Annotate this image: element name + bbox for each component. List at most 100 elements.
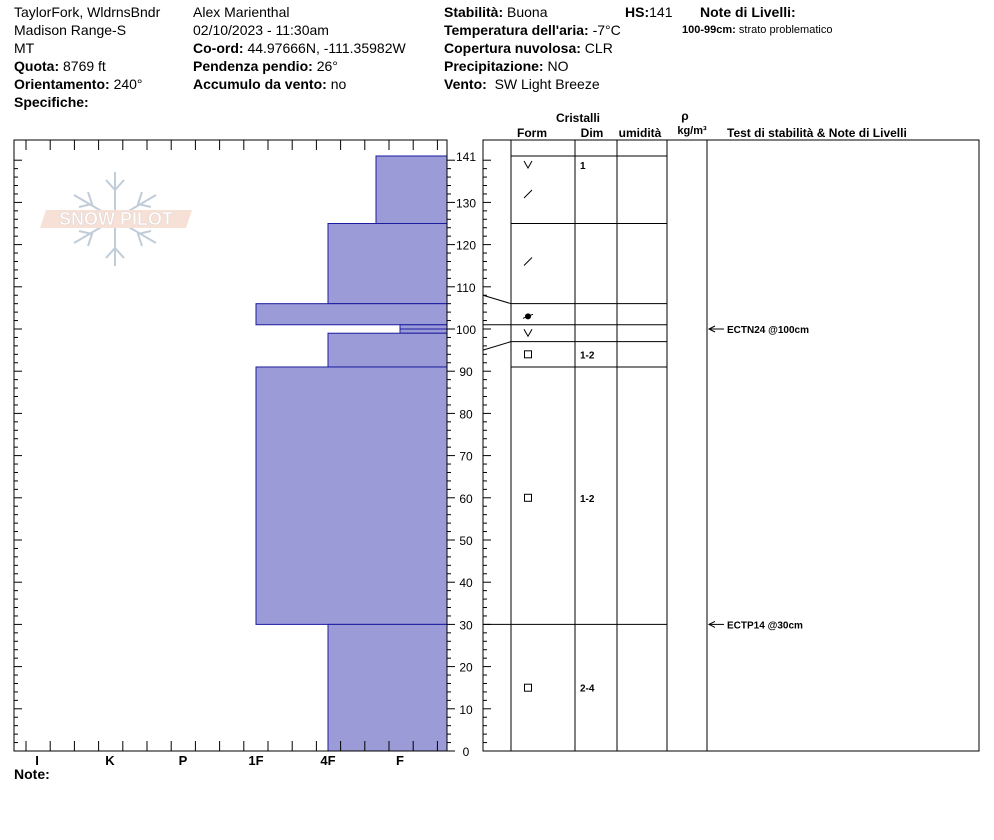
crystal-entry: 1 [523,160,586,172]
depth-hoar-icon [523,328,533,338]
y-tick-label: 10 [459,703,473,717]
stability-value: Buona [507,4,548,20]
col-humidity-header: umidità [619,126,662,140]
hs-label: HS: [625,4,650,20]
hardness-layer [255,303,448,326]
layer-notes-title: Note di Livelli: [700,3,796,21]
y-tick-label: 50 [459,534,473,548]
col-density-header: kg/m³ [677,125,707,137]
y-tick-label: 90 [459,365,473,379]
crystal-symbols: 1 1-2 1-2 2-4 [522,160,595,695]
y-tick-label: 30 [459,618,473,632]
aspect-value: 240° [113,76,143,92]
decomposed-particle-icon [523,189,533,199]
y-tick-label: 130 [456,196,476,210]
x-tick-label: 4F [320,753,335,768]
crystal-table [482,139,980,752]
hardness-layer [399,324,448,330]
layer-connector [482,294,512,305]
aspect-label: Orientamento: [14,76,110,92]
snowpilot-logo: SNOW PILOT [40,172,192,266]
col-form-header: Form [517,126,547,140]
arrow-head-icon [707,620,716,628]
wind-loading-value: no [330,76,347,92]
hardness-layer [255,366,448,625]
stability-test: ECTN24 @100cm [707,325,809,336]
col-crystals-header: Cristalli [556,111,600,125]
specifics-label: Specifiche: [14,94,89,110]
observer-name: Alex Marienthal [193,4,290,20]
stability-label: Stabilità: [444,4,504,20]
stability-test-label: ECTN24 @100cm [727,325,809,336]
y-tick-label: 60 [459,492,473,506]
wind-loading-label: Accumulo da vento: [193,76,327,92]
logo-text: SNOW PILOT [59,209,173,229]
crystal-entry [523,328,533,338]
decomposed-particle-icon [523,257,533,266]
location-line-3: MT [14,40,35,56]
crystal-entry: 2-4 [524,683,595,695]
y-tick-label: 100 [456,323,476,337]
y-tick-label: 80 [459,407,473,421]
elevation-label: Quota: [14,58,60,74]
y-tick-label: 0 [463,745,470,759]
col-dim-header: Dim [581,126,604,140]
stability-tests: ECTN24 @100cm ECTP14 @30cm [707,325,809,631]
y-tick-label: 20 [459,661,473,675]
precipitation: Precipitazione: NO [444,57,568,75]
crystal-dim: 1-2 [580,350,595,361]
stability-test-label: ECTP14 @30cm [727,620,803,631]
crystal-dim: 1-2 [580,494,595,505]
hs-value: 141 [649,4,673,20]
x-tick-label: K [105,753,115,768]
crystal-entry: 1-2 [524,350,595,361]
x-tick-label: F [396,753,404,768]
x-tick-label: P [179,753,188,768]
coord-value: 44.97666N, -111.35982W [247,40,406,56]
layer-note-text: strato problematico [738,24,833,36]
air-temperature: Temperatura dell'aria: -7°C [444,21,621,39]
x-tick-label: 1F [248,753,263,768]
table-layer-rows [482,155,667,625]
arrow-head-icon [707,325,716,333]
air-temp-label: Temperatura dell'aria: [444,22,589,38]
layer-notes-label: Note di Livelli: [700,4,796,20]
air-temp-value: -7°C [592,22,621,38]
coordinates: Co-ord: 44.97666N, -111.35982W [193,39,406,57]
hardness-layer [375,155,448,224]
y-tick-label: 110 [456,281,475,295]
crystal-dim: 2-4 [580,684,595,695]
elevation-value: 8769 ft [63,58,106,74]
layer-note: 100-99cm: strato problematico [682,24,832,36]
wind: Vento: SW Light Breeze [444,75,600,93]
faceted-crystal-icon [524,493,532,502]
cloud-cover: Copertura nuvolosa: CLR [444,39,613,57]
coord-label: Co-ord: [193,40,244,56]
faceted-crystal-icon [524,683,532,692]
crystal-dim: 1 [580,161,586,172]
slope-value: 26° [316,58,338,74]
hardness-layer [327,332,448,368]
precip-value: NO [547,58,569,74]
x-tick-label: I [35,753,39,768]
wind-label: Vento: [444,76,487,92]
faceted-crystal-icon [524,350,532,359]
hardness-layer [327,223,448,305]
logo-banner [40,210,192,228]
elevation: Quota: 8769 ft [14,57,106,75]
y-axis: 0 10 20 30 40 50 60 70 80 90 100 110 120 130 141 [14,150,491,759]
cloud-value: CLR [584,40,613,56]
crystal-entry: 1-2 [524,493,595,505]
x-axis: I K P 1F 4F F [25,140,438,768]
y-tick-label: 120 [456,239,476,253]
depth-hoar-icon [523,160,533,169]
specifics: Specifiche: [14,93,89,111]
stability: Stabilità: Buona [444,3,548,21]
hardness-layers [255,155,448,752]
hardness-layer [399,328,448,334]
crystal-entry [523,189,533,199]
snow-height: HS:141 [625,3,672,21]
layer-connector [482,341,512,351]
crystal-entry [523,257,533,266]
